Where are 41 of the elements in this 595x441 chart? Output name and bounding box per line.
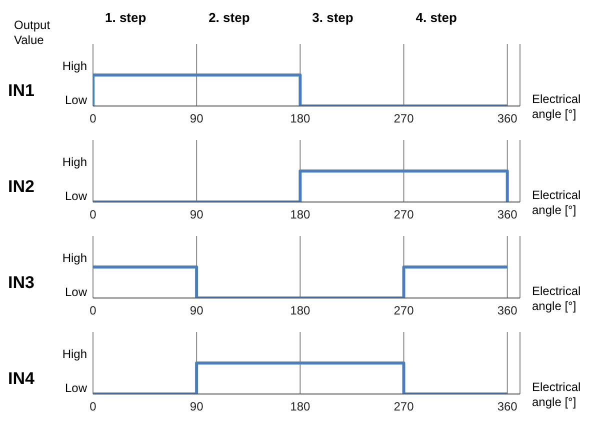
chart-title: IN2 bbox=[8, 176, 34, 196]
text: 2. step bbox=[208, 10, 250, 25]
chart-title: IN1 bbox=[8, 80, 34, 100]
x-tick-label: 360 bbox=[497, 304, 518, 318]
text: 3. step bbox=[312, 10, 354, 25]
x-tick-label: 360 bbox=[497, 112, 518, 126]
text: 4. step bbox=[416, 10, 457, 25]
x-axis-title: Electrical angle [°] bbox=[532, 188, 582, 218]
x-tick-label: 90 bbox=[190, 112, 204, 126]
text: High bbox=[62, 155, 87, 169]
x-axis-title: Electrical angle [°] bbox=[532, 92, 582, 122]
x-tick-label: 0 bbox=[90, 400, 97, 414]
x-tick-label: 180 bbox=[290, 208, 310, 222]
x-axis-title: Electrical angle [°] bbox=[532, 380, 582, 410]
x-tick-label: 0 bbox=[90, 304, 97, 318]
x-tick-label: 0 bbox=[90, 112, 97, 126]
x-tick-label: 360 bbox=[497, 208, 518, 222]
text: 1. step bbox=[105, 10, 146, 25]
x-tick-label: 360 bbox=[497, 400, 518, 414]
text: Low bbox=[64, 381, 87, 395]
x-tick-label: 270 bbox=[394, 400, 414, 414]
text: Low bbox=[64, 93, 87, 107]
text: High bbox=[62, 251, 87, 265]
text: High bbox=[62, 59, 87, 73]
x-axis-title: Electrical angle [°] bbox=[532, 284, 582, 314]
x-tick-label: 90 bbox=[190, 400, 204, 414]
x-tick-label: 270 bbox=[394, 208, 414, 222]
x-tick-label: 270 bbox=[394, 112, 414, 126]
x-tick-label: 270 bbox=[394, 304, 414, 318]
text: High bbox=[62, 347, 87, 361]
x-tick-label: 180 bbox=[290, 400, 310, 414]
x-tick-label: 90 bbox=[190, 208, 204, 222]
chart-title: IN3 bbox=[8, 272, 34, 292]
text: Low bbox=[64, 189, 87, 203]
x-tick-label: 180 bbox=[290, 304, 310, 318]
x-tick-label: 0 bbox=[90, 208, 97, 222]
text: Low bbox=[64, 285, 87, 299]
x-tick-label: 90 bbox=[190, 304, 204, 318]
x-tick-label: 180 bbox=[290, 112, 310, 126]
y-axis-title: Output Value bbox=[14, 18, 52, 48]
chart-title: IN4 bbox=[8, 368, 34, 388]
